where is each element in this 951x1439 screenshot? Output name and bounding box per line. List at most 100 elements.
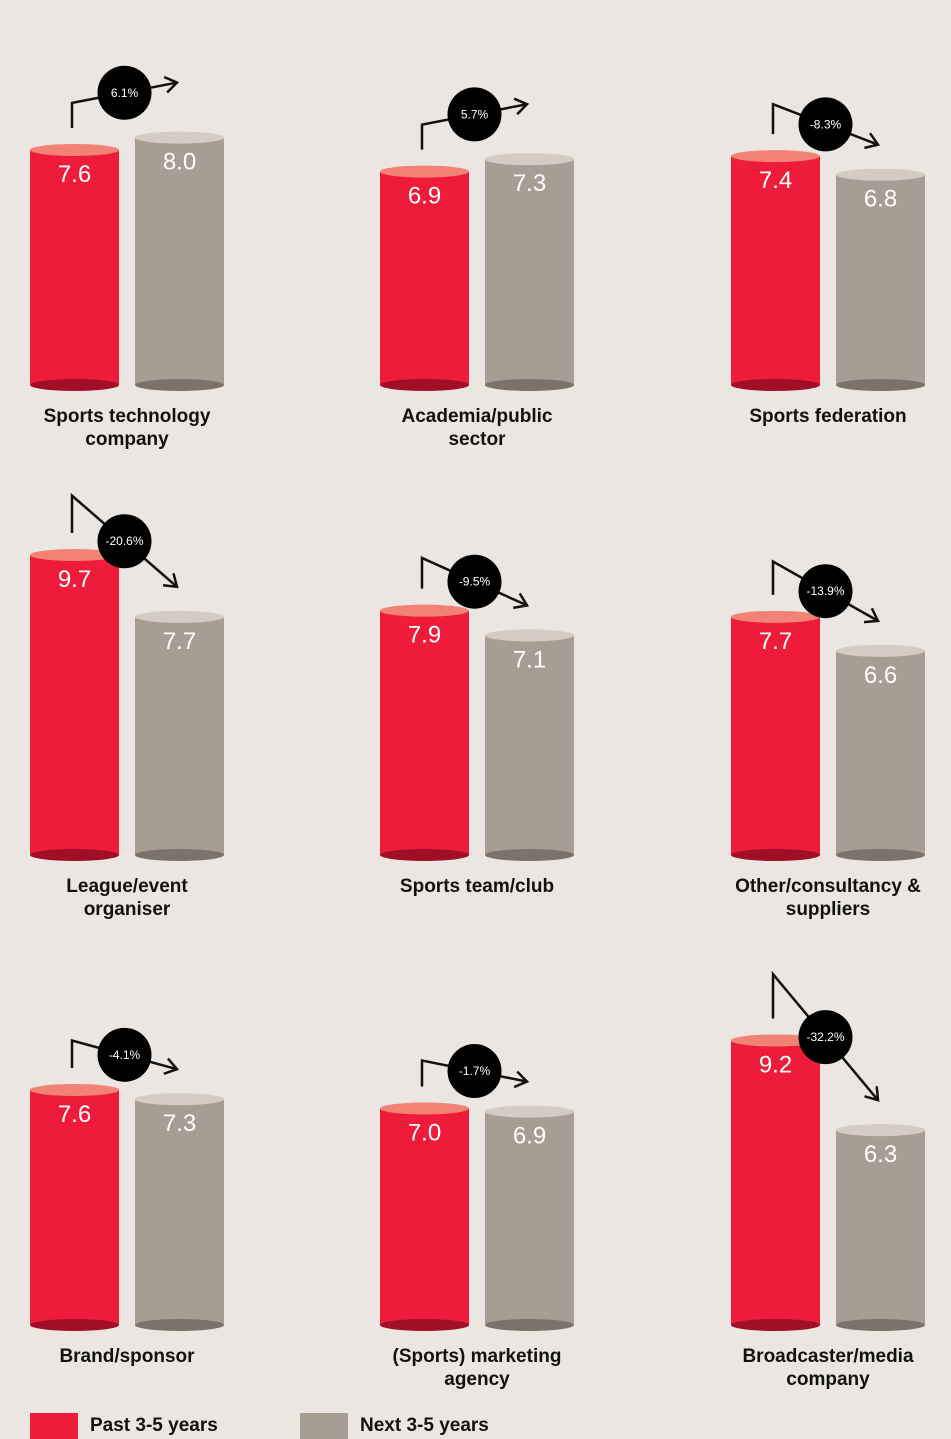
bar-top: [30, 1083, 119, 1096]
arrow-head: [513, 1070, 530, 1089]
change-badge: [97, 514, 152, 569]
bar-top: [380, 165, 469, 178]
change-badge: [798, 564, 853, 619]
cylinder: [485, 1105, 574, 1331]
bar: [380, 610, 469, 855]
bar-top: [135, 131, 224, 144]
arrow-head: [162, 572, 179, 589]
bar-top: [485, 153, 574, 166]
change-arrow: [771, 970, 879, 1101]
change-badge: [447, 554, 502, 609]
bar: [30, 555, 119, 855]
bar-top: [485, 629, 574, 642]
cylinder: [30, 143, 119, 391]
value-label: 6.9: [408, 183, 441, 210]
bar-base: [30, 379, 119, 391]
bar-top: [731, 1034, 820, 1047]
value-label: 9.2: [759, 1051, 792, 1078]
value-label: 7.7: [759, 628, 792, 655]
value-label: 6.6: [864, 662, 897, 689]
bar-base: [135, 849, 224, 861]
bar-base: [836, 1319, 925, 1331]
cylinder: [731, 1034, 820, 1331]
bar-base: [836, 849, 925, 861]
bar: [30, 1089, 119, 1325]
change-badge: [447, 1044, 502, 1099]
value-label: 6.8: [864, 186, 897, 213]
change-label: -8.3%: [810, 117, 842, 131]
bar-top: [30, 549, 119, 561]
change-badge: [798, 1010, 853, 1065]
bar-top: [30, 143, 119, 156]
arrow-head: [513, 97, 530, 116]
bar: [135, 137, 224, 385]
cylinder: [380, 604, 469, 861]
bar: [485, 159, 574, 385]
bar-top: [485, 1105, 574, 1118]
cylinder: [30, 549, 119, 861]
legend-swatch: [30, 1413, 78, 1439]
arrow-head: [163, 75, 180, 94]
value-label: 7.3: [513, 170, 546, 197]
arrow-head: [863, 607, 880, 624]
bar: [836, 174, 925, 385]
change-label: 5.7%: [461, 107, 489, 121]
bar: [485, 1111, 574, 1325]
bar-base: [731, 379, 820, 391]
legend-label: Past 3-5 years: [90, 1415, 218, 1436]
cylinder: [380, 1102, 469, 1331]
cylinder: [135, 1093, 224, 1331]
cylinder: [731, 150, 820, 391]
bar: [836, 650, 925, 855]
category-label: League/event organiser: [66, 876, 188, 920]
cylinder: [731, 610, 820, 861]
bar-base: [380, 1319, 469, 1331]
bar-base: [836, 379, 925, 391]
bar: [485, 635, 574, 855]
change-label: 6.1%: [111, 86, 139, 100]
change-label: -9.5%: [459, 575, 491, 589]
bar: [380, 1108, 469, 1325]
cylinder: [380, 165, 469, 391]
change-label: -20.6%: [105, 534, 143, 548]
value-label: 7.9: [408, 622, 441, 649]
bar-top: [836, 644, 925, 657]
value-label: 8.0: [163, 149, 196, 176]
cylinder: [135, 131, 224, 391]
bar: [135, 616, 224, 855]
value-label: 6.3: [864, 1141, 897, 1168]
change-badge: [447, 87, 502, 142]
bar-top: [380, 1102, 469, 1115]
bar-top: [836, 1124, 925, 1137]
bar: [30, 149, 119, 385]
cylinder: [836, 644, 925, 861]
change-badge: [97, 65, 152, 120]
arrow-head: [864, 132, 881, 150]
bar-base: [731, 1319, 820, 1331]
category-label: Sports federation: [749, 406, 907, 427]
value-label: 7.0: [408, 1120, 441, 1147]
change-label: -1.7%: [459, 1064, 491, 1078]
bar-base: [135, 379, 224, 391]
value-label: 9.7: [58, 566, 91, 593]
bar-base: [731, 849, 820, 861]
bar-top: [135, 610, 224, 623]
legend-swatch: [300, 1413, 348, 1439]
cylinder: [30, 1083, 119, 1331]
bar: [731, 1040, 820, 1325]
arrow-head: [864, 1086, 880, 1102]
bar-top: [731, 610, 820, 623]
bar-base: [135, 1319, 224, 1331]
bar: [836, 1130, 925, 1325]
bar: [731, 156, 820, 385]
bar-base: [485, 1319, 574, 1331]
change-label: -13.9%: [806, 584, 844, 598]
bar-base: [380, 379, 469, 391]
value-label: 7.3: [163, 1110, 196, 1137]
change-label: -32.2%: [806, 1030, 844, 1044]
category-label: Sports technology company: [43, 406, 211, 450]
value-label: 7.1: [513, 646, 546, 673]
category-label: (Sports) marketing agency: [392, 1346, 562, 1390]
